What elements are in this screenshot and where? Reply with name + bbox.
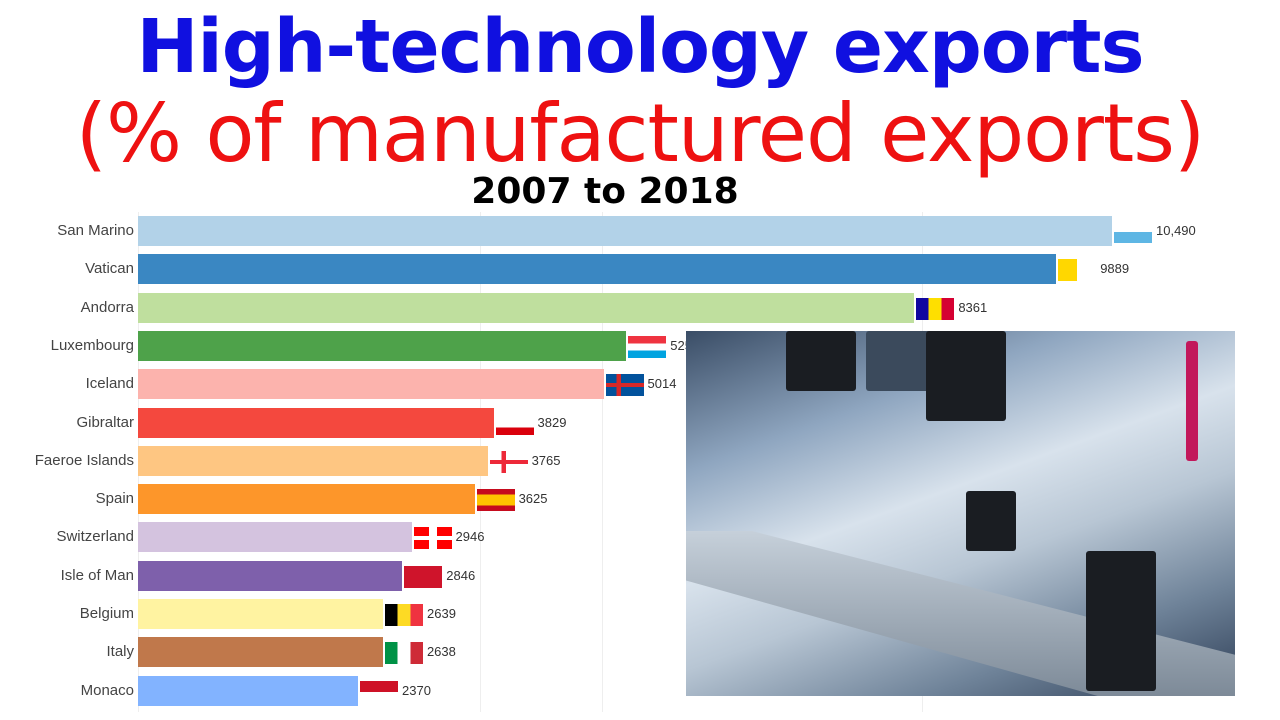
category-label: Luxembourg: [50, 336, 134, 354]
category-label: Vatican: [85, 260, 134, 278]
bar-andorra: [138, 292, 915, 323]
bar-luxembourg: [138, 330, 627, 361]
value-label: 8361: [958, 299, 988, 315]
san-marino-flag-icon: [1114, 221, 1152, 243]
gridline: [602, 212, 603, 712]
iceland-flag-icon: [605, 374, 644, 397]
bar-faeroe-islands: [138, 445, 488, 476]
value-label: 2846: [446, 567, 476, 583]
category-label: Monaco: [80, 681, 134, 699]
andorra-flag-icon: [916, 297, 955, 320]
title-line-2: (% of manufactured exports): [75, 87, 1205, 180]
isle-of-man-flag-icon: [404, 565, 443, 588]
value-label: 2638: [426, 644, 456, 660]
category-label: Iceland: [85, 375, 134, 393]
bar-italy: [138, 637, 383, 668]
value-label: 2370: [402, 682, 431, 698]
value-label: 3765: [531, 452, 561, 468]
gibraltar-flag-icon: [495, 412, 534, 435]
bar-spain: [138, 484, 475, 515]
category-label: San Marino: [57, 222, 134, 239]
subtitle: 2007 to 2018: [471, 171, 739, 212]
bar-iceland: [138, 369, 604, 400]
spain-flag-icon: [476, 489, 515, 512]
title-line-1: High-technology exports: [136, 4, 1144, 90]
machine: [1186, 341, 1198, 461]
machine: [966, 491, 1016, 551]
factory-production-line-photo: [686, 331, 1235, 696]
bar-monaco: [138, 675, 359, 706]
machine: [926, 331, 1006, 421]
machine: [786, 331, 856, 391]
category-label: Andorra: [80, 298, 134, 316]
category-label: Gibraltar: [76, 413, 134, 431]
category-label: Faeroe Islands: [34, 451, 134, 469]
value-label: 10,490: [1156, 223, 1196, 238]
bar-gibraltar: [138, 407, 494, 438]
value-label: 2639: [427, 606, 456, 621]
bar-switzerland: [138, 522, 412, 553]
value-label: 3829: [537, 414, 567, 430]
vatican-flag-icon: [1058, 259, 1097, 282]
category-label: Isle of Man: [60, 566, 134, 584]
category-label: Spain: [95, 490, 134, 508]
monaco-flag-icon: [360, 680, 399, 703]
value-label: 2946: [455, 529, 485, 545]
machine: [1086, 551, 1156, 691]
bar-isle-of-man: [138, 560, 403, 591]
category-label: Switzerland: [56, 528, 134, 546]
belgium-flag-icon: [385, 604, 424, 626]
faroe-flag-icon: [489, 450, 528, 473]
machine: [866, 331, 936, 391]
category-label: Italy: [106, 643, 134, 661]
bar-vatican: [138, 254, 1057, 285]
category-label: Belgium: [79, 605, 134, 622]
bar-belgium: [138, 599, 384, 629]
switzerland-flag-icon: [413, 527, 452, 550]
value-label: 5014: [647, 376, 677, 392]
value-label: 9889: [1100, 261, 1130, 277]
value-label: 3625: [518, 491, 548, 507]
luxembourg-flag-icon: [628, 335, 667, 358]
bar-san-marino: [138, 216, 1112, 246]
italy-flag-icon: [384, 642, 423, 665]
